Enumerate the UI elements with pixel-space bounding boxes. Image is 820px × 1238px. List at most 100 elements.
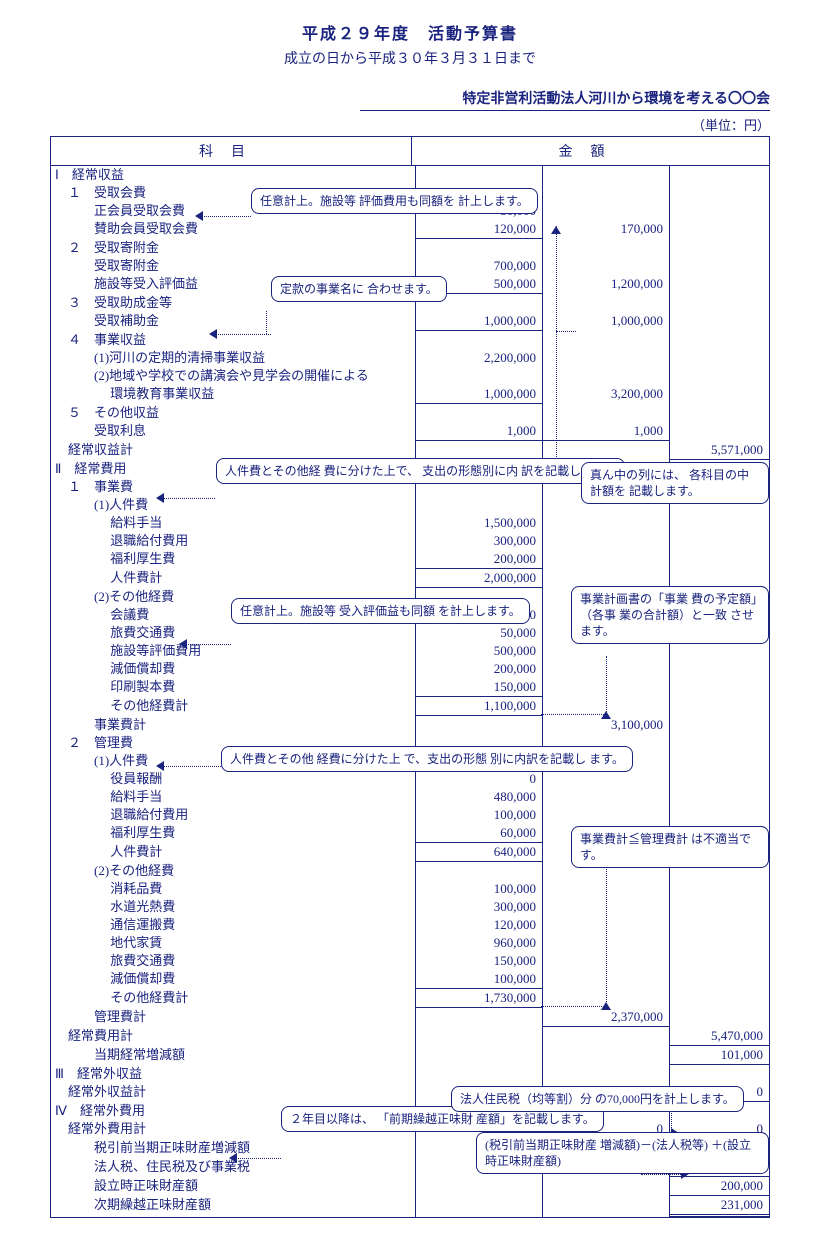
- org-underline: [360, 110, 770, 111]
- cell-amount-1: 2,200,000: [416, 349, 543, 367]
- cell-item: 管理費計: [51, 1008, 416, 1027]
- cell-item: 受取利息: [51, 422, 416, 441]
- cell-amount-3: [670, 697, 769, 716]
- table-row: 退職給付費用100,000: [51, 806, 769, 824]
- cell-item: 環境教育事業収益: [51, 385, 416, 404]
- lead-6c: [556, 226, 558, 331]
- cell-amount-3: [670, 532, 769, 550]
- cell-item: 受取寄附金: [51, 257, 416, 275]
- unit-label: （単位：円）: [20, 115, 770, 134]
- cell-item: その他経費計: [51, 989, 416, 1008]
- body-grid: Ⅰ 経常収益 １ 受取会費 正会員受取会費50,000 賛助会員受取会費120,…: [51, 166, 769, 1217]
- table-row: ５ その他収益: [51, 404, 769, 422]
- cell-item: 受取補助金: [51, 312, 416, 331]
- cell-amount-1: [416, 1065, 543, 1083]
- lead-4: [186, 644, 231, 645]
- lead-5: [163, 766, 221, 767]
- cell-amount-1: [416, 1008, 543, 1027]
- header-row: 科目 金額: [51, 137, 769, 166]
- table-row: その他経費計1,730,000: [51, 989, 769, 1008]
- cell-amount-3: [670, 367, 769, 385]
- cell-amount-3: [670, 239, 769, 257]
- cell-item: Ⅰ 経常収益: [51, 166, 416, 184]
- table-row: 賛助会員受取会費120,000170,000: [51, 220, 769, 239]
- cell-amount-3: [670, 385, 769, 404]
- table-row: 事業費計3,100,000: [51, 716, 769, 734]
- cell-amount-2: [543, 514, 670, 532]
- cell-amount-2: [543, 1027, 670, 1046]
- cell-amount-1: 480,000: [416, 788, 543, 806]
- cell-amount-3: [670, 514, 769, 532]
- table-row: 次期繰越正味財産額 231,000: [51, 1196, 769, 1217]
- cell-amount-1: 300,000: [416, 532, 543, 550]
- budget-sheet: 科目 金額 Ⅰ 経常収益 １ 受取会費 正会員受取会費50,000 賛助会員受取…: [50, 136, 770, 1218]
- cell-amount-1: 1,730,000: [416, 989, 543, 1008]
- cell-amount-2: 1,200,000: [543, 275, 670, 294]
- cell-amount-2: [543, 1177, 670, 1196]
- cell-amount-1: 100,000: [416, 970, 543, 989]
- table-row: Ⅲ 経常外収益: [51, 1065, 769, 1083]
- arrow-2: [209, 329, 217, 339]
- lead-11: [641, 1174, 681, 1175]
- cell-amount-1: [416, 1196, 543, 1217]
- cell-amount-3: [670, 734, 769, 752]
- table-row: 当期経常増減額101,000: [51, 1046, 769, 1065]
- arrow-7: [601, 711, 611, 719]
- cell-amount-3: [670, 550, 769, 569]
- cell-amount-1: [416, 404, 543, 422]
- lead-3: [163, 498, 215, 499]
- cell-amount-3: [670, 294, 769, 312]
- cell-amount-1: 1,000: [416, 422, 543, 441]
- table-row: 受取利息1,0001,000: [51, 422, 769, 441]
- lead-7: [606, 656, 608, 714]
- cell-item: その他経費計: [51, 697, 416, 716]
- cell-amount-2: [543, 367, 670, 385]
- cell-amount-3: [670, 312, 769, 331]
- cell-amount-2: [543, 166, 670, 184]
- cell-amount-1: 300,000: [416, 898, 543, 916]
- cell-amount-2: 1,000: [543, 422, 670, 441]
- cell-item: (2)地域や学校での講演会や見学会の開催による: [51, 367, 416, 385]
- table-row: 退職給付費用300,000: [51, 532, 769, 550]
- cell-amount-3: [670, 678, 769, 697]
- cell-item: 次期繰越正味財産額: [51, 1196, 416, 1217]
- table-row: (2)地域や学校での講演会や見学会の開催による: [51, 367, 769, 385]
- header-amount: 金額: [412, 137, 769, 165]
- cell-amount-2: [543, 788, 670, 806]
- table-row: 施設等評価費用500,000: [51, 642, 769, 660]
- cell-amount-2: 170,000: [543, 220, 670, 239]
- table-row: 福利厚生費200,000: [51, 550, 769, 569]
- lead-6a: [556, 331, 558, 461]
- cell-amount-2: 1,000,000: [543, 312, 670, 331]
- cell-item: 旅費交通費: [51, 624, 416, 642]
- cell-amount-3: [670, 642, 769, 660]
- arrow-1: [195, 211, 203, 221]
- cell-amount-2: [543, 404, 670, 422]
- cell-amount-1: 200,000: [416, 550, 543, 569]
- cell-item: 経常費用計: [51, 1027, 416, 1046]
- cell-amount-3: [670, 1008, 769, 1027]
- cell-item: 施設等評価費用: [51, 642, 416, 660]
- cell-amount-2: [543, 1196, 670, 1217]
- table-row: ２ 受取寄附金: [51, 239, 769, 257]
- cell-amount-1: 200,000: [416, 660, 543, 678]
- cell-item: Ⅲ 経常外収益: [51, 1065, 416, 1083]
- lead-2a: [216, 334, 271, 335]
- cell-item: 給料手当: [51, 788, 416, 806]
- cell-amount-3: [670, 970, 769, 989]
- cell-amount-3: 5,470,000: [670, 1027, 769, 1046]
- cell-amount-1: [416, 862, 543, 880]
- cell-amount-3: 231,000: [670, 1196, 769, 1217]
- callout-5: 人件費とその他 経費に分けた上 で、支出の形態 別に内訳を記載し ます。: [221, 746, 633, 772]
- lead-6b: [556, 331, 576, 332]
- cell-item: 福利厚生費: [51, 550, 416, 569]
- table-row: 受取寄附金700,000: [51, 257, 769, 275]
- cell-amount-3: [670, 422, 769, 441]
- lead-8b: [541, 1006, 606, 1007]
- cell-amount-3: [670, 752, 769, 770]
- cell-item: 地代家賃: [51, 934, 416, 952]
- cell-item: ２ 受取寄附金: [51, 239, 416, 257]
- cell-amount-3: [670, 257, 769, 275]
- cell-item: 通信運搬費: [51, 916, 416, 934]
- cell-item: 当期経常増減額: [51, 1046, 416, 1065]
